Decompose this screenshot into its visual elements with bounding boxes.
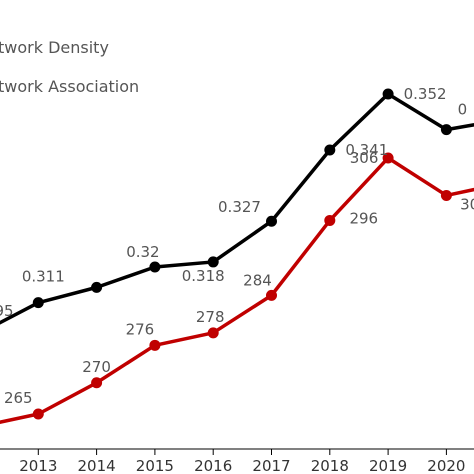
association-data-label: 284	[243, 271, 272, 289]
series-layer	[0, 88, 474, 424]
x-axis-tick-labels: 20132014201520162017201820192020202	[19, 457, 465, 474]
association-data-point	[207, 327, 219, 339]
legend-density-label: twork Density	[0, 38, 109, 57]
density-data-point	[266, 215, 277, 227]
x-tick-label: 2019	[369, 457, 407, 474]
x-tick-label: 2020	[427, 457, 465, 474]
association-data-point	[440, 189, 452, 201]
association-data-label: 270	[82, 358, 111, 376]
density-data-point	[149, 261, 161, 273]
association-data-point	[324, 214, 336, 226]
density-data-label: 0.327	[218, 198, 261, 216]
association-data-point	[266, 289, 277, 301]
legend: twork Density twork Association	[0, 38, 139, 96]
association-data-label: 306	[350, 149, 379, 167]
data-label-layer: 95 0.311 0.32 0.318 0.327 0.341 0.352 0 265 270 27…	[0, 85, 474, 407]
density-data-point	[207, 256, 219, 268]
density-data-label: 95	[0, 302, 14, 320]
density-data-point	[440, 124, 452, 136]
association-data-point	[149, 339, 161, 351]
density-data-label: 0	[458, 101, 468, 119]
density-data-point	[382, 88, 394, 100]
x-tick-label: 2017	[252, 457, 290, 474]
x-tick-label: 2014	[78, 457, 116, 474]
association-data-label: 276	[126, 320, 155, 338]
x-tick-label: 2016	[194, 457, 232, 474]
association-series-line	[0, 156, 474, 424]
density-data-label: 0.352	[404, 85, 447, 103]
density-data-label: 0.311	[22, 268, 65, 286]
association-data-label: 296	[349, 209, 378, 227]
association-data-point	[32, 408, 44, 420]
association-data-point	[382, 152, 394, 164]
association-data-point	[91, 377, 103, 389]
density-data-point	[324, 144, 336, 156]
density-data-point	[91, 281, 103, 293]
x-tick-label: 2018	[311, 457, 349, 474]
x-axis-ticks	[37, 449, 447, 455]
density-data-point	[32, 297, 44, 309]
association-data-label: 278	[196, 308, 225, 326]
density-data-label: 0.32	[126, 243, 159, 261]
x-tick-label: 2015	[136, 457, 174, 474]
density-data-label: 0.341	[345, 141, 388, 159]
density-series-line	[0, 92, 474, 325]
association-data-label: 300	[460, 195, 474, 213]
density-data-label: 0.318	[182, 267, 225, 285]
x-tick-label: 2013	[19, 457, 57, 474]
legend-association-label: twork Association	[0, 77, 139, 96]
association-data-label: 265	[4, 389, 33, 407]
